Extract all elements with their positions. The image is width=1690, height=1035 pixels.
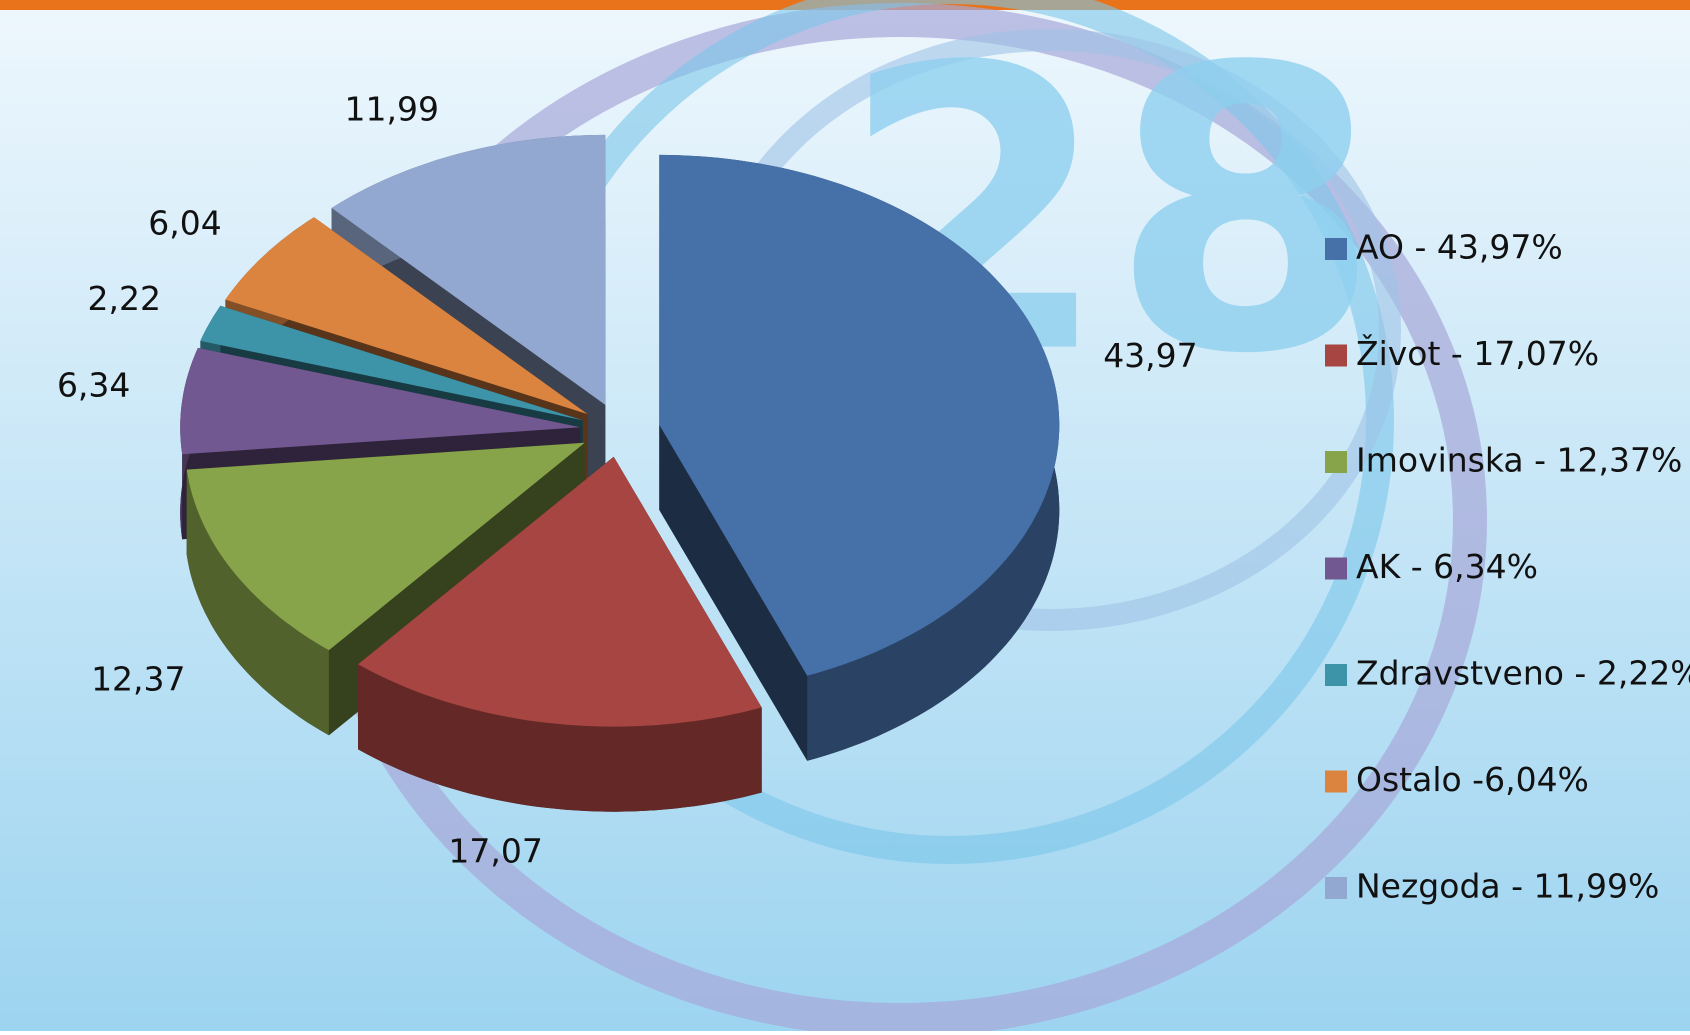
value-label: 6,34	[57, 366, 130, 405]
legend-label: Imovinska - 12,37%	[1356, 441, 1682, 480]
value-label: 12,37	[91, 659, 185, 698]
legend-swatch	[1325, 877, 1347, 899]
legend-swatch	[1325, 345, 1347, 367]
chart: 28 11,996,042,2243,976,3412,3717,07AO - …	[0, 0, 1690, 1031]
legend-label: AK - 6,34%	[1356, 547, 1538, 586]
legend-swatch	[1325, 451, 1347, 473]
legend-label: Život - 17,07%	[1356, 333, 1599, 373]
legend-swatch	[1325, 238, 1347, 260]
legend-swatch	[1325, 664, 1347, 686]
legend-label: Ostalo -6,04%	[1356, 760, 1589, 799]
value-label: 43,97	[1103, 336, 1197, 375]
value-label: 17,07	[448, 831, 542, 870]
legend-swatch	[1325, 558, 1347, 580]
legend-label: Nezgoda - 11,99%	[1356, 867, 1659, 906]
legend-label: Zdravstveno - 2,22%	[1356, 654, 1690, 693]
page: 28 11,996,042,2243,976,3412,3717,07AO - …	[0, 0, 1690, 1031]
value-label: 6,04	[148, 203, 221, 242]
legend-swatch	[1325, 771, 1347, 793]
legend-label: AO - 43,97%	[1356, 228, 1563, 267]
value-label: 2,22	[87, 279, 160, 318]
value-label: 11,99	[345, 90, 439, 129]
